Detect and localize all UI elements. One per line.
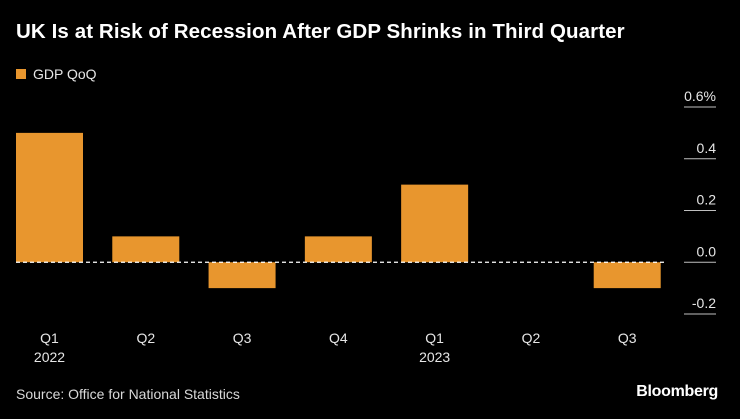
- bar: [593, 262, 661, 289]
- source-note: Source: Office for National Statistics: [16, 386, 240, 402]
- y-tick-label: 0.6%: [684, 88, 716, 104]
- chart-legend: GDP QoQ: [16, 66, 97, 82]
- y-tick-label: 0.2: [697, 192, 717, 208]
- x-group-label: 2022: [34, 349, 65, 365]
- bar: [304, 236, 372, 263]
- bar: [112, 236, 180, 263]
- chart-title: UK Is at Risk of Recession After GDP Shr…: [16, 20, 625, 43]
- x-tick-label: Q2: [522, 330, 541, 346]
- bar: [401, 184, 469, 263]
- bar: [16, 132, 83, 263]
- bar: [208, 262, 276, 289]
- y-tick-label: 0.0: [697, 243, 717, 259]
- x-tick-label: Q1: [40, 330, 59, 346]
- y-tick-label: 0.4: [697, 140, 717, 156]
- bloomberg-logo: Bloomberg: [636, 383, 718, 400]
- x-tick-label: Q1: [425, 330, 444, 346]
- x-group-label: 2023: [419, 349, 450, 365]
- x-tick-label: Q2: [136, 330, 155, 346]
- legend-label: GDP QoQ: [33, 66, 97, 82]
- legend-swatch: [16, 69, 26, 79]
- x-tick-label: Q3: [618, 330, 637, 346]
- y-tick-label: -0.2: [692, 295, 716, 311]
- x-tick-label: Q4: [329, 330, 348, 346]
- x-tick-label: Q3: [233, 330, 252, 346]
